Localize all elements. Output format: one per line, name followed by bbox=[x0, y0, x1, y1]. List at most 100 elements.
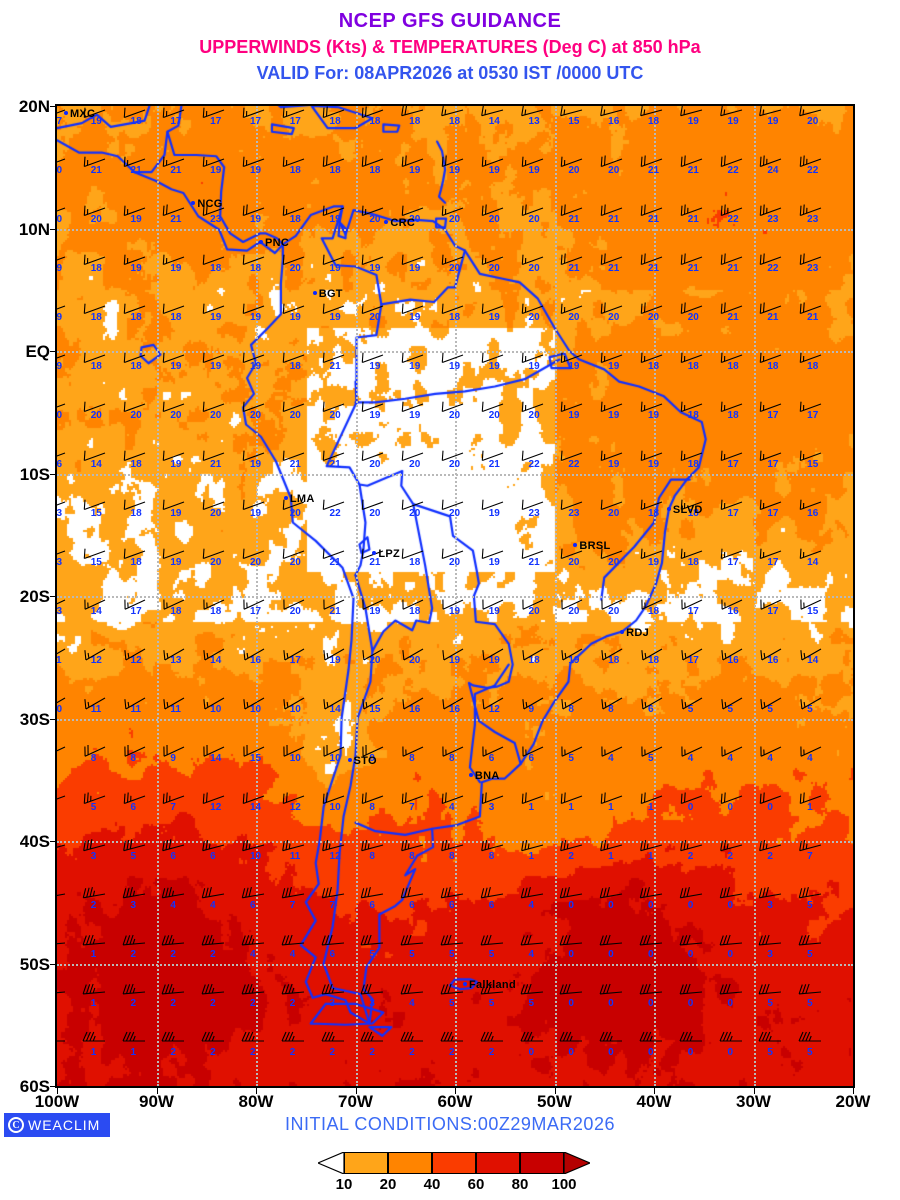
temperature-value: 8 bbox=[608, 704, 614, 716]
temperature-value: 18 bbox=[409, 606, 421, 618]
map-frame[interactable]: 1719181717171718181818141315161819191920… bbox=[55, 104, 855, 1088]
temperature-value: 17 bbox=[727, 557, 739, 569]
temperature-value: 1 bbox=[608, 851, 614, 863]
temperature-value: 19 bbox=[249, 508, 262, 520]
temperature-value: 0 bbox=[568, 998, 574, 1010]
temperature-value: 3 bbox=[767, 900, 773, 912]
temperature-value: 7 bbox=[409, 802, 415, 814]
temperature-value: 0 bbox=[767, 802, 773, 814]
x-axis-tick-label: 100W bbox=[34, 1092, 80, 1111]
temperature-value: 4 bbox=[767, 753, 773, 765]
temperature-value: 15 bbox=[568, 116, 580, 128]
temperature-value: 19 bbox=[369, 606, 381, 618]
temperature-value: 16 bbox=[727, 655, 739, 667]
temperature-value: 21 bbox=[329, 361, 341, 373]
temperature-value: 3 bbox=[488, 802, 495, 814]
temperature-value: 19 bbox=[409, 312, 421, 324]
temperature-value: 1 bbox=[568, 802, 574, 814]
temperature-value: 20 bbox=[289, 606, 301, 618]
temperature-value: 19 bbox=[210, 361, 222, 373]
city-label: LMA bbox=[289, 493, 315, 505]
temperature-value: 20 bbox=[289, 263, 301, 275]
y-axis-tick-label: 30S bbox=[19, 709, 50, 729]
temperature-value: 19 bbox=[289, 312, 301, 324]
temperature-value: 5 bbox=[767, 998, 773, 1010]
temperature-value: 18 bbox=[807, 361, 819, 373]
temperature-value: 20 bbox=[528, 312, 540, 324]
temperature-value: 1 bbox=[130, 1047, 137, 1059]
x-axis-tick bbox=[654, 1088, 655, 1094]
initial-conditions-label: INITIAL CONDITIONS:00Z29MAR2026 bbox=[285, 1114, 615, 1134]
colorbar-segment bbox=[476, 1152, 520, 1174]
temperature-value: 21 bbox=[568, 214, 580, 226]
temperature-value: 18 bbox=[727, 410, 739, 422]
temperature-value: 18 bbox=[130, 557, 142, 569]
temperature-value: 3 bbox=[329, 998, 336, 1010]
temperature-value: 6 bbox=[369, 900, 375, 912]
temperature-value: 8 bbox=[90, 753, 97, 765]
weaclim-logo[interactable]: C WEACLIM bbox=[4, 1113, 110, 1137]
temperature-value: 20 bbox=[448, 214, 461, 226]
temperature-value: 3 bbox=[130, 900, 137, 912]
temperature-value: 18 bbox=[687, 508, 699, 520]
temperature-value: 4 bbox=[807, 753, 813, 765]
temperature-value: 19 bbox=[249, 361, 262, 373]
temperature-value: 5 bbox=[130, 851, 137, 863]
temperature-value: 1 bbox=[90, 998, 97, 1010]
temperature-value: 22 bbox=[329, 508, 341, 520]
temperature-value: 7 bbox=[289, 900, 296, 912]
city-marker-dot bbox=[462, 982, 467, 987]
page-title-line2: UPPERWINDS (Kts) & TEMPERATURES (Deg C) … bbox=[199, 37, 701, 57]
temperature-value: 17 bbox=[767, 508, 779, 520]
temperature-value: 19 bbox=[170, 508, 182, 520]
temperature-value: 19 bbox=[409, 165, 421, 177]
temperature-value: 20 bbox=[488, 263, 500, 275]
city-label: MXC bbox=[69, 108, 96, 121]
temperature-value: 19 bbox=[528, 361, 540, 373]
temperature-value: 22 bbox=[568, 459, 580, 471]
city-marker-dot bbox=[191, 200, 196, 205]
gridline-horizontal bbox=[57, 841, 853, 843]
temperature-value: 1 bbox=[528, 851, 535, 863]
temperature-value: 4 bbox=[249, 949, 256, 961]
temperature-value: 17 bbox=[687, 655, 699, 667]
temperature-value: 7 bbox=[329, 900, 336, 912]
colorbar: 10 20 40 60 80 100 bbox=[316, 1151, 638, 1193]
temperature-value: 2 bbox=[170, 1047, 176, 1059]
temperature-value: 19 bbox=[249, 459, 262, 471]
temperature-value: 14 bbox=[90, 459, 102, 471]
weaclim-logo-text: WEACLIM bbox=[28, 1117, 101, 1133]
temperature-value: 23 bbox=[767, 214, 779, 226]
temperature-value: 0 bbox=[687, 802, 694, 814]
x-axis-tick bbox=[753, 1088, 755, 1094]
temperature-value: 20 bbox=[90, 410, 102, 422]
temperature-value: 19 bbox=[130, 214, 142, 226]
temperature-value: 18 bbox=[130, 459, 142, 471]
temperature-value: 19 bbox=[488, 606, 500, 618]
gridline-horizontal bbox=[57, 473, 853, 476]
temperature-value: 21 bbox=[608, 214, 620, 226]
temperature-value: 21 bbox=[727, 312, 739, 324]
temperature-value: 17 bbox=[130, 606, 142, 618]
temperature-value: 1 bbox=[647, 802, 654, 814]
temperature-value: 10 bbox=[289, 753, 301, 765]
temperature-value: 19 bbox=[329, 214, 341, 226]
temperature-value: 13 bbox=[56, 557, 63, 569]
temperature-value: 19 bbox=[488, 655, 500, 667]
temperature-value: 21 bbox=[767, 312, 779, 324]
temperature-value: 20 bbox=[289, 557, 301, 569]
temperature-value: 12 bbox=[90, 655, 102, 667]
temperature-value: 20 bbox=[210, 557, 222, 569]
temperature-value: 18 bbox=[448, 312, 461, 324]
temperature-value: 14 bbox=[210, 753, 222, 765]
temperature-value: 17 bbox=[289, 655, 301, 667]
temperature-value: 12 bbox=[329, 851, 341, 863]
temperature-value: 20 bbox=[56, 410, 63, 422]
temperature-value: 19 bbox=[488, 557, 500, 569]
temperature-value: 20 bbox=[210, 410, 222, 422]
gridline-horizontal bbox=[57, 228, 853, 231]
city-label: SLVD bbox=[672, 504, 703, 517]
temperature-value: 20 bbox=[608, 606, 620, 618]
temperature-value: 2 bbox=[289, 1047, 296, 1059]
temperature-value: 20 bbox=[488, 214, 500, 226]
